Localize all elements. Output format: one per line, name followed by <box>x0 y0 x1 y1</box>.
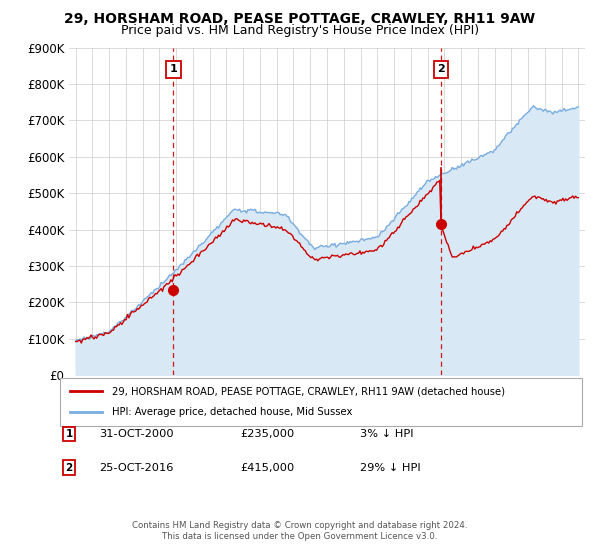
Text: 31-OCT-2000: 31-OCT-2000 <box>99 429 173 439</box>
Text: 29% ↓ HPI: 29% ↓ HPI <box>360 463 421 473</box>
Text: Contains HM Land Registry data © Crown copyright and database right 2024.: Contains HM Land Registry data © Crown c… <box>132 521 468 530</box>
Text: 2: 2 <box>437 64 445 74</box>
Text: 25-OCT-2016: 25-OCT-2016 <box>99 463 173 473</box>
Text: £235,000: £235,000 <box>240 429 294 439</box>
Text: 2: 2 <box>65 463 73 473</box>
Text: 1: 1 <box>65 429 73 439</box>
Text: 1: 1 <box>169 64 177 74</box>
Text: £415,000: £415,000 <box>240 463 294 473</box>
Text: HPI: Average price, detached house, Mid Sussex: HPI: Average price, detached house, Mid … <box>112 407 353 417</box>
Text: 29, HORSHAM ROAD, PEASE POTTAGE, CRAWLEY, RH11 9AW (detached house): 29, HORSHAM ROAD, PEASE POTTAGE, CRAWLEY… <box>112 386 505 396</box>
Text: 3% ↓ HPI: 3% ↓ HPI <box>360 429 413 439</box>
Text: This data is licensed under the Open Government Licence v3.0.: This data is licensed under the Open Gov… <box>163 532 437 541</box>
Text: 29, HORSHAM ROAD, PEASE POTTAGE, CRAWLEY, RH11 9AW: 29, HORSHAM ROAD, PEASE POTTAGE, CRAWLEY… <box>64 12 536 26</box>
Text: Price paid vs. HM Land Registry's House Price Index (HPI): Price paid vs. HM Land Registry's House … <box>121 24 479 37</box>
